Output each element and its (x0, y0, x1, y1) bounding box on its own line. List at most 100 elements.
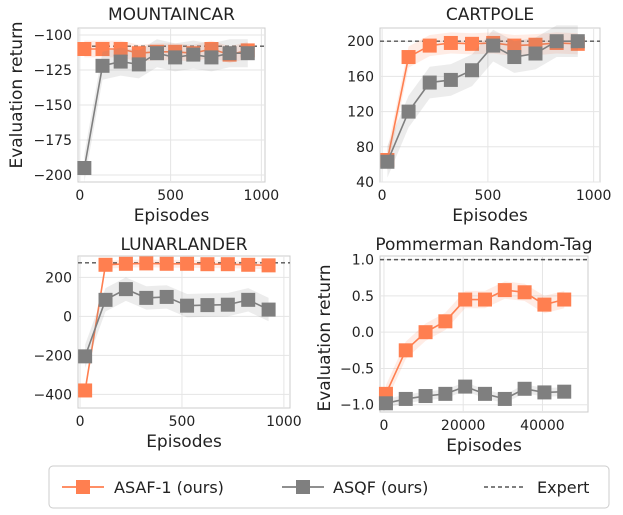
chart-mountaincar: −200 −175 −150 −125 −100 0 500 1000 MOUNTAINCAR E… (34, 5, 280, 226)
x-axis-label: Episodes (452, 206, 528, 226)
data-point (139, 290, 154, 305)
data-point (507, 50, 522, 65)
data-point (168, 50, 183, 65)
chart-cartpole: 40 80 120 160 200 0 500 1000 CARTPOLE Episodes (347, 5, 611, 226)
data-point (528, 46, 543, 61)
series-line (385, 385, 565, 405)
series-line (84, 262, 269, 391)
legend-item-asaf: ASAF-1 (ours) (62, 478, 224, 497)
data-point (465, 63, 480, 78)
data-point (98, 292, 113, 307)
y-tick-label: 0 (63, 309, 72, 325)
plot-area (77, 255, 291, 409)
data-point (486, 38, 501, 53)
x-tick-label: 500 (157, 188, 184, 204)
data-point (98, 257, 113, 272)
data-point (200, 257, 215, 272)
data-point (78, 349, 93, 364)
data-point (113, 42, 128, 56)
data-point (261, 258, 276, 273)
data-point (180, 256, 195, 271)
data-point (537, 297, 552, 312)
legend-item-asqf: ASQF (ours) (282, 478, 428, 497)
x-tick-label: 500 (169, 414, 196, 430)
y-tick-label: −175 (34, 133, 72, 149)
data-point (118, 282, 133, 297)
legend-asaf-label: ASAF-1 (ours) (114, 478, 224, 497)
legend-asqf-label: ASQF (ours) (333, 478, 428, 497)
data-point (401, 50, 416, 65)
series-band (387, 25, 578, 178)
y-tick-label: −200 (34, 348, 72, 364)
y-tick-label: −100 (34, 28, 72, 44)
series-line (83, 52, 248, 169)
data-point (477, 292, 492, 307)
data-point (557, 384, 572, 399)
data-point (401, 104, 416, 119)
x-tick-label: 0 (75, 188, 84, 204)
data-point (180, 298, 195, 313)
data-point (418, 325, 433, 340)
chart-title: Pommerman Random-Tag (375, 235, 592, 255)
y-tick-label: 0.0 (352, 325, 374, 341)
data-point (517, 381, 532, 396)
legend-frame (48, 465, 610, 509)
y-tick-label: 160 (347, 69, 374, 85)
legend: ASAF-1 (ours) ASQF (ours) Expert (48, 465, 610, 509)
data-point (159, 256, 174, 271)
data-point (517, 285, 532, 300)
y-tick-label: 40 (356, 175, 374, 191)
plot-area (379, 255, 589, 413)
x-axis-label: Episodes (446, 436, 522, 456)
data-point (131, 57, 146, 72)
x-tick-label: 40000 (520, 418, 565, 434)
data-point (95, 58, 110, 73)
data-point (118, 256, 133, 271)
data-point (95, 42, 110, 56)
y-tick-label: −150 (34, 98, 72, 114)
series-line (385, 289, 565, 395)
x-axis-label: Episodes (146, 432, 222, 452)
data-point (458, 292, 473, 307)
legend-item-expert: Expert (484, 478, 589, 497)
x-tick-label: 1000 (266, 414, 302, 430)
data-point (77, 161, 92, 175)
data-point (570, 34, 585, 49)
panels: −200 −175 −150 −125 −100 0 500 1000 MOUNTAINCAR E… (34, 5, 612, 456)
data-point (418, 389, 433, 404)
data-point (443, 35, 458, 50)
data-point (113, 54, 128, 69)
x-tick-label: 1000 (244, 188, 280, 204)
data-point (438, 386, 453, 401)
series-band (385, 281, 565, 403)
data-point (398, 391, 413, 406)
series-line (386, 42, 578, 161)
data-point (497, 283, 512, 298)
data-point (380, 154, 395, 169)
data-point (159, 289, 174, 304)
data-point (240, 46, 255, 61)
y-tick-label: 200 (45, 270, 72, 286)
data-point (222, 46, 237, 61)
data-point (186, 47, 201, 62)
data-point (139, 256, 154, 271)
x-tick-label: 20000 (441, 418, 486, 434)
chart-title: LUNARLANDER (120, 235, 247, 255)
data-point (422, 75, 437, 90)
data-point (422, 38, 437, 53)
data-point (78, 383, 93, 398)
y-tick-label: −200 (34, 168, 72, 184)
chart-title: CARTPOLE (446, 5, 534, 25)
data-point (458, 379, 473, 394)
legend-asqf-marker (296, 480, 310, 494)
x-tick-label: 1000 (576, 188, 612, 204)
data-point (438, 314, 453, 329)
series-line (84, 288, 269, 357)
data-point (241, 292, 256, 307)
y-tick-label: 120 (347, 105, 374, 121)
data-point (77, 42, 92, 56)
y-tick-label: −0.5 (340, 361, 374, 377)
data-point (378, 396, 393, 411)
data-point (497, 391, 512, 406)
data-point (557, 292, 572, 307)
